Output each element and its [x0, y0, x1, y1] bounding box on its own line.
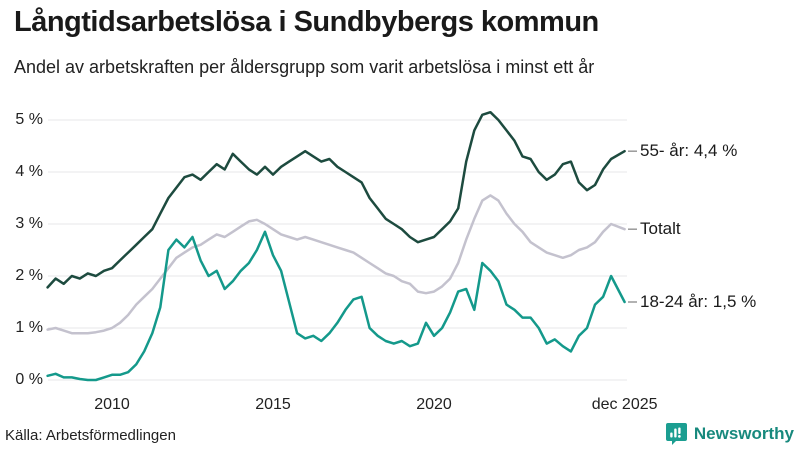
y-axis-tick-label: 4 % — [15, 163, 43, 180]
source-note: Källa: Arbetsförmedlingen — [5, 427, 176, 444]
x-axis-tick-label: 2010 — [94, 396, 130, 413]
y-axis-tick-label: 5 % — [15, 111, 43, 128]
brand-footer: Newsworthy — [665, 422, 794, 445]
series-label-18-24-r: 18-24 år: 1,5 % — [640, 292, 757, 311]
y-axis-tick-label: 2 % — [15, 267, 43, 284]
chart-title: Långtidsarbetslösa i Sundbybergs kommun — [14, 6, 599, 38]
y-axis-tick-label: 3 % — [15, 215, 43, 232]
y-axis-tick-label: 0 % — [15, 371, 43, 388]
x-axis-tick-label: dec 2025 — [591, 396, 658, 413]
newsworthy-logo-icon — [665, 423, 687, 445]
brand-name: Newsworthy — [693, 423, 794, 443]
chart-subtitle: Andel av arbetskraften per åldersgrupp s… — [14, 57, 595, 77]
y-axis-tick-label: 1 % — [15, 319, 43, 336]
series-label-Totalt: Totalt — [640, 219, 681, 239]
series-line-Totalt — [46, 194, 626, 335]
series-line-18-24-r — [46, 230, 626, 382]
x-axis-tick-label: 2015 — [255, 396, 291, 413]
x-axis-tick-label: 2020 — [416, 396, 452, 413]
series-label-55--r: 55- år: 4,4 % — [640, 141, 738, 161]
series-line-55--r — [46, 110, 626, 289]
